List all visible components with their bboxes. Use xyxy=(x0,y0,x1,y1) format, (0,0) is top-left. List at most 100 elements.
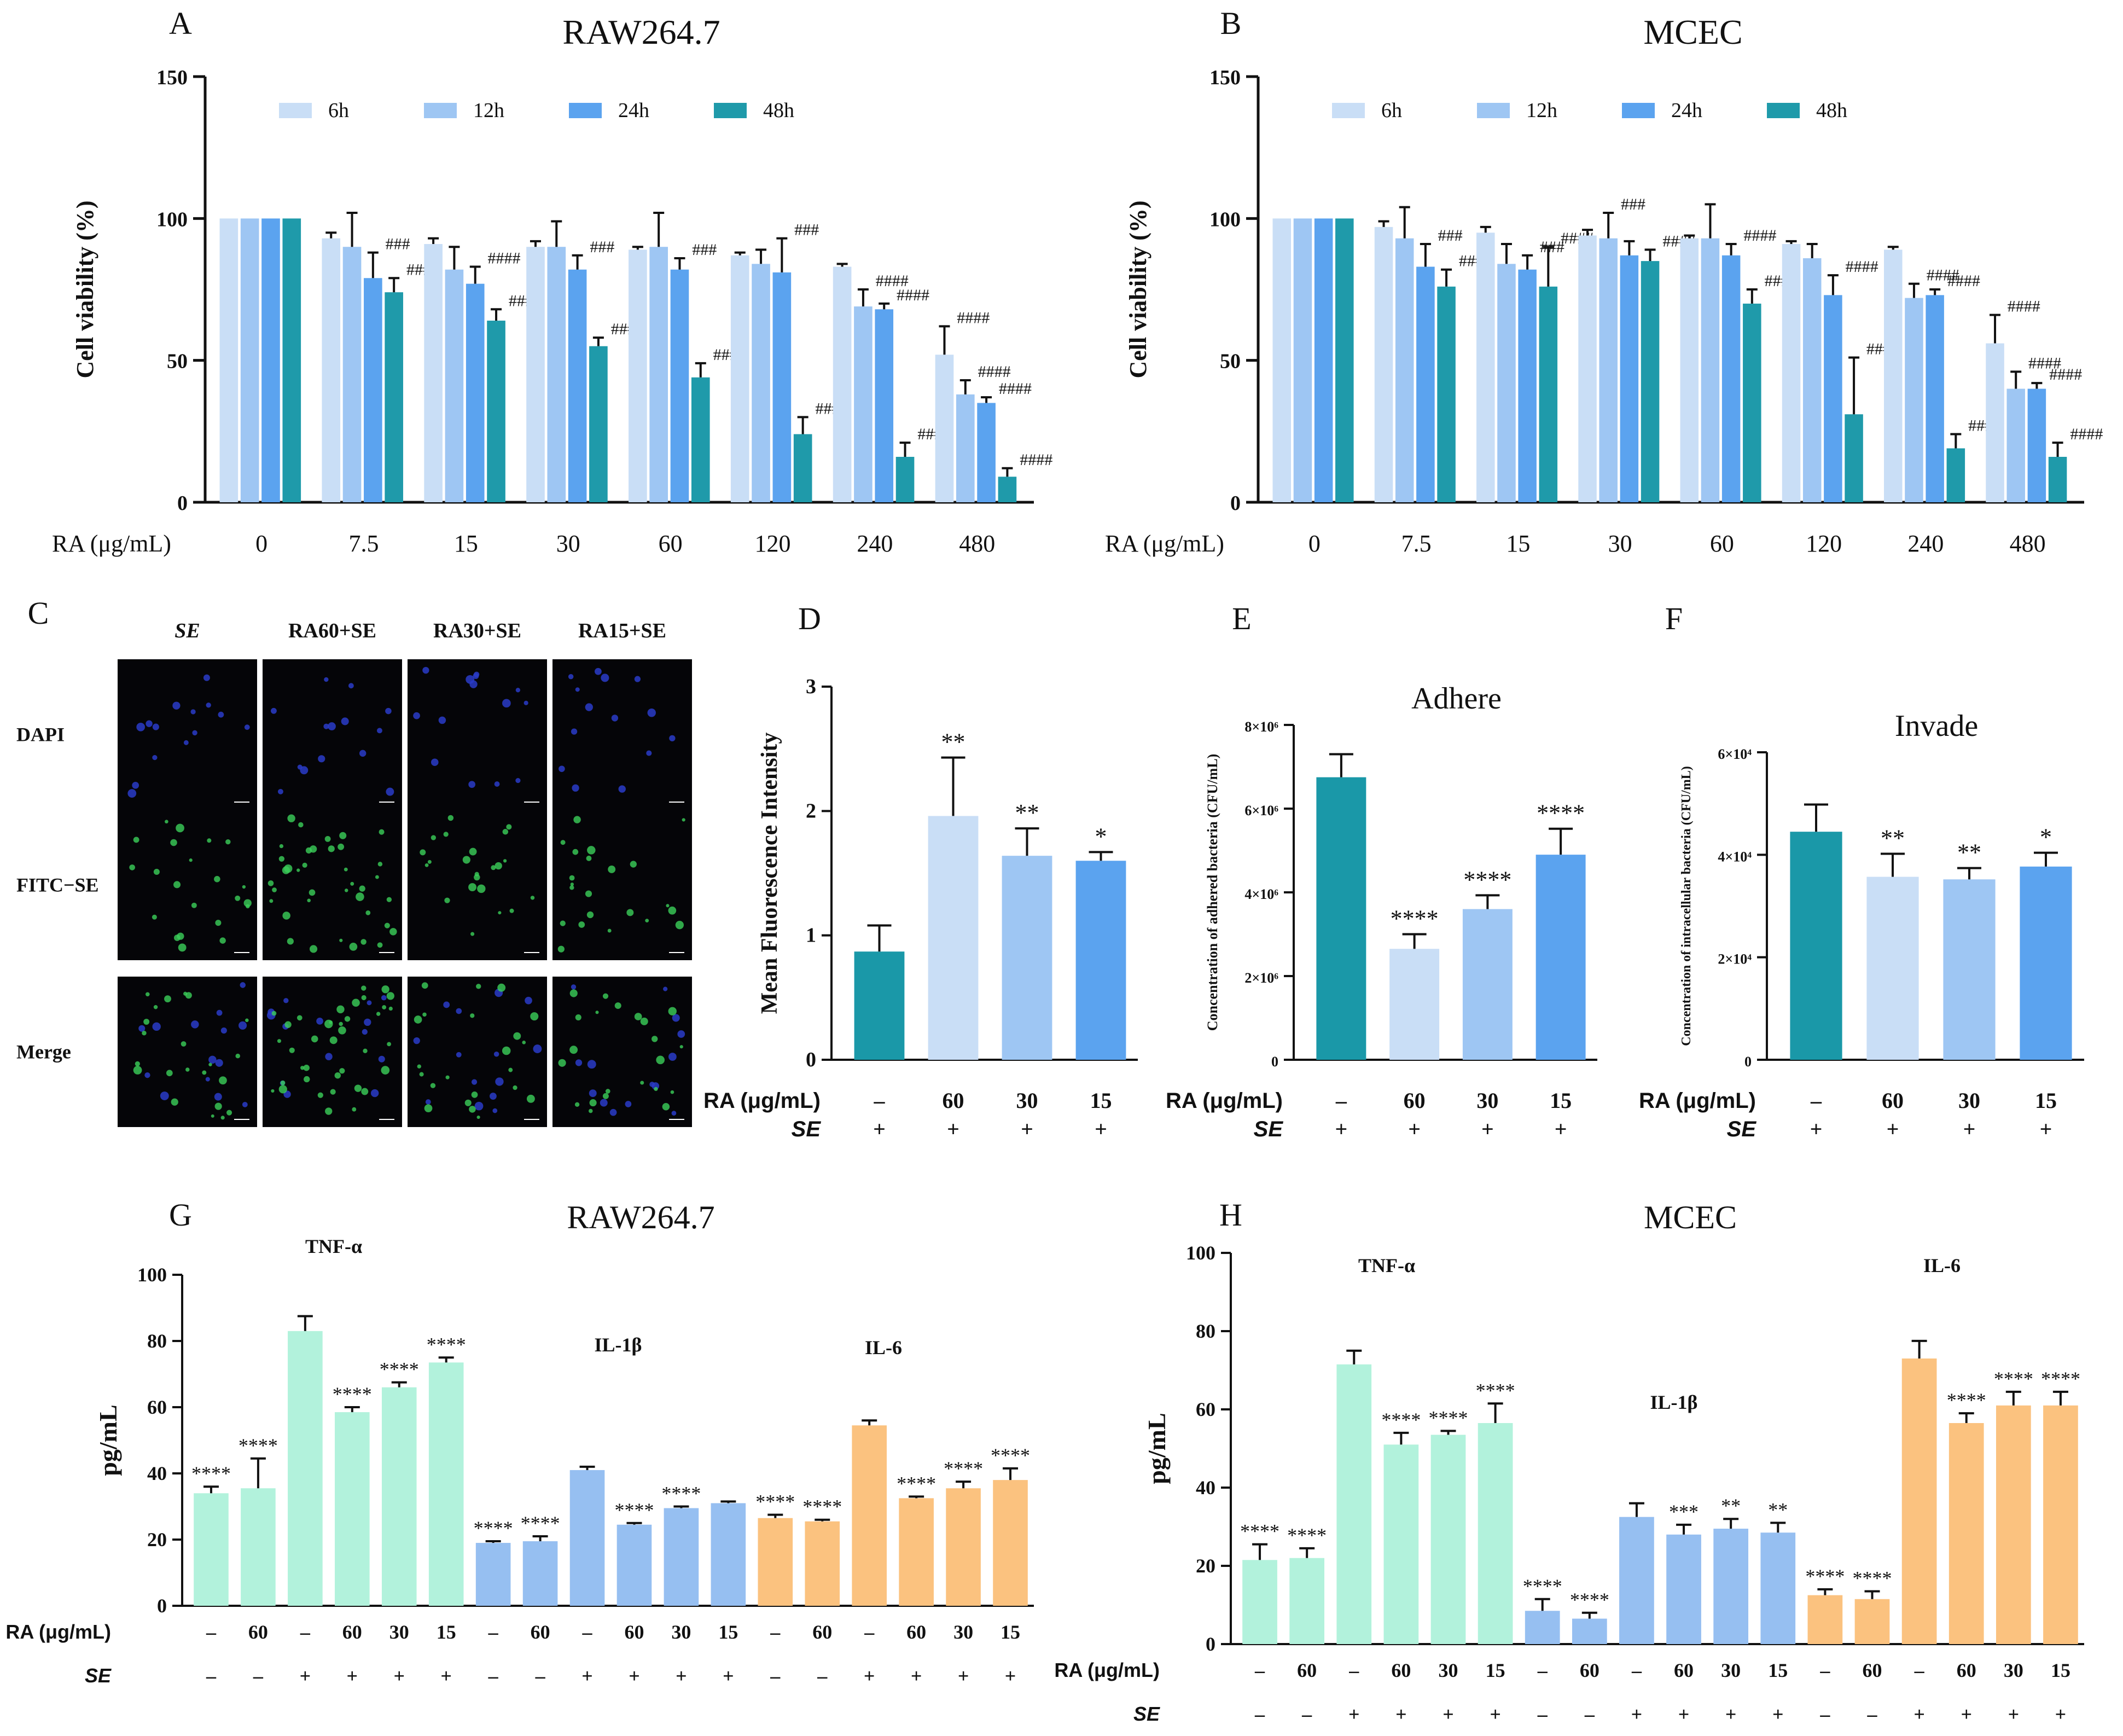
A-y-tick-label: 50 xyxy=(167,350,188,373)
fitc-signal xyxy=(476,1115,480,1119)
E-significance-mark: **** xyxy=(1537,800,1585,827)
fitc-signal xyxy=(339,832,347,839)
H-ra-dose-label: 60 xyxy=(1957,1659,1976,1681)
dapi-nucleus xyxy=(490,1093,497,1100)
dapi-nucleus xyxy=(214,1093,222,1101)
dapi-nucleus xyxy=(413,1037,420,1044)
H-ra-dose-label: 60 xyxy=(1391,1659,1411,1681)
fitc-signal xyxy=(185,1067,190,1072)
B-bar xyxy=(1272,218,1292,502)
H-ra-dose-label: 60 xyxy=(1674,1659,1694,1681)
A-significance-mark: ### xyxy=(590,238,614,256)
fitc-signal xyxy=(304,1076,310,1083)
G-significance-mark: **** xyxy=(897,1472,936,1494)
dapi-nucleus xyxy=(359,750,367,757)
fitc-signal xyxy=(509,908,514,913)
A-significance-mark: ### xyxy=(692,241,717,259)
fitc-signal xyxy=(602,1093,609,1099)
panel-letter-D: D xyxy=(798,601,821,636)
B-legend-label: 6h xyxy=(1381,99,1402,122)
A-bar xyxy=(772,272,792,502)
F-y-tick-label: 6×10⁴ xyxy=(1718,746,1752,762)
B-bar xyxy=(1986,343,2004,502)
panel-letter-H: H xyxy=(1219,1197,1242,1233)
fitc-signal xyxy=(284,864,293,873)
D-significance-mark: ** xyxy=(941,729,965,756)
dapi-nucleus xyxy=(215,1059,223,1067)
A-legend-swatch xyxy=(714,103,747,118)
dapi-nucleus xyxy=(172,701,181,710)
fitc-signal xyxy=(142,1031,147,1036)
F-bar xyxy=(1866,876,1919,1060)
A-x-axis-label: RA (μg/mL) xyxy=(52,530,171,557)
dapi-nucleus xyxy=(191,1020,199,1029)
micrograph-row-label: FITC−SE xyxy=(16,874,99,896)
fitc-signal xyxy=(652,1036,658,1042)
A-x-tick-label: 7.5 xyxy=(349,530,379,557)
fitc-signal xyxy=(129,864,135,870)
dapi-nucleus xyxy=(575,687,580,692)
B-legend-swatch xyxy=(1622,103,1655,118)
B-x-tick-label: 480 xyxy=(2010,530,2046,557)
dapi-nucleus xyxy=(571,728,578,735)
dapi-nucleus xyxy=(595,667,602,675)
dapi-nucleus xyxy=(663,986,668,991)
H-se-row-label: SE xyxy=(1133,1703,1160,1725)
H-ra-dose-label: 30 xyxy=(1721,1659,1741,1681)
G-se-label: + xyxy=(911,1665,922,1687)
dapi-nucleus xyxy=(216,1009,223,1016)
dapi-nucleus xyxy=(218,711,224,718)
A-bar xyxy=(649,247,668,502)
dapi-nucleus xyxy=(646,750,652,756)
A-legend-swatch xyxy=(569,103,602,118)
dapi-nucleus xyxy=(671,1111,677,1116)
G-ra-dose-label: – xyxy=(206,1621,217,1643)
dapi-nucleus xyxy=(571,984,577,990)
G-bar xyxy=(616,1524,652,1606)
dapi-nucleus xyxy=(647,709,656,717)
H-y-tick-label: 40 xyxy=(1196,1477,1215,1499)
dapi-nucleus xyxy=(425,1099,431,1105)
H-se-label: + xyxy=(1913,1703,1925,1725)
dapi-nucleus xyxy=(469,680,478,688)
G-ra-dose-label: 60 xyxy=(248,1621,268,1643)
B-bar xyxy=(1395,238,1414,502)
D-se-label: + xyxy=(1021,1117,1033,1141)
H-significance-mark: *** xyxy=(1669,1501,1699,1523)
E-ra-dose-label: 30 xyxy=(1476,1088,1498,1113)
dapi-nucleus xyxy=(208,1055,217,1064)
fitc-signal xyxy=(328,845,335,852)
fitc-signal xyxy=(334,1072,341,1079)
G-se-label: – xyxy=(253,1665,264,1687)
D-ra-dose-label: 15 xyxy=(1090,1088,1112,1113)
G-cytokine-label: IL-1β xyxy=(595,1334,642,1356)
fitc-signal xyxy=(219,937,226,944)
A-legend-swatch xyxy=(424,103,457,118)
H-se-label: – xyxy=(1254,1703,1265,1725)
A-x-tick-label: 30 xyxy=(556,530,580,557)
B-x-tick-label: 30 xyxy=(1608,530,1632,557)
A-bar xyxy=(568,269,587,502)
F-ra-dose-label: 15 xyxy=(2035,1088,2057,1113)
B-bar xyxy=(1437,286,1456,502)
G-se-label: – xyxy=(206,1665,217,1687)
fitc-signal xyxy=(360,939,367,945)
dapi-nucleus xyxy=(649,1082,655,1087)
G-ra-dose-label: 60 xyxy=(812,1621,832,1643)
H-ra-dose-label: – xyxy=(1631,1659,1642,1681)
fitc-signal xyxy=(272,887,277,892)
G-ra-dose-label: 60 xyxy=(342,1621,362,1643)
H-se-label: – xyxy=(1584,1703,1595,1725)
A-y-tick-label: 100 xyxy=(156,208,188,231)
A-bar xyxy=(935,355,954,502)
B-significance-mark: #### xyxy=(2008,298,2040,316)
G-ra-dose-label: – xyxy=(864,1621,875,1643)
G-chart-title: RAW264.7 xyxy=(567,1199,714,1235)
fitc-signal xyxy=(356,892,364,901)
fitc-signal xyxy=(376,1012,381,1016)
dapi-nucleus xyxy=(585,703,593,711)
fitc-signal xyxy=(207,838,212,843)
fitc-signal xyxy=(572,849,579,855)
dapi-nucleus xyxy=(190,709,196,715)
D-se-label: + xyxy=(1095,1117,1107,1141)
